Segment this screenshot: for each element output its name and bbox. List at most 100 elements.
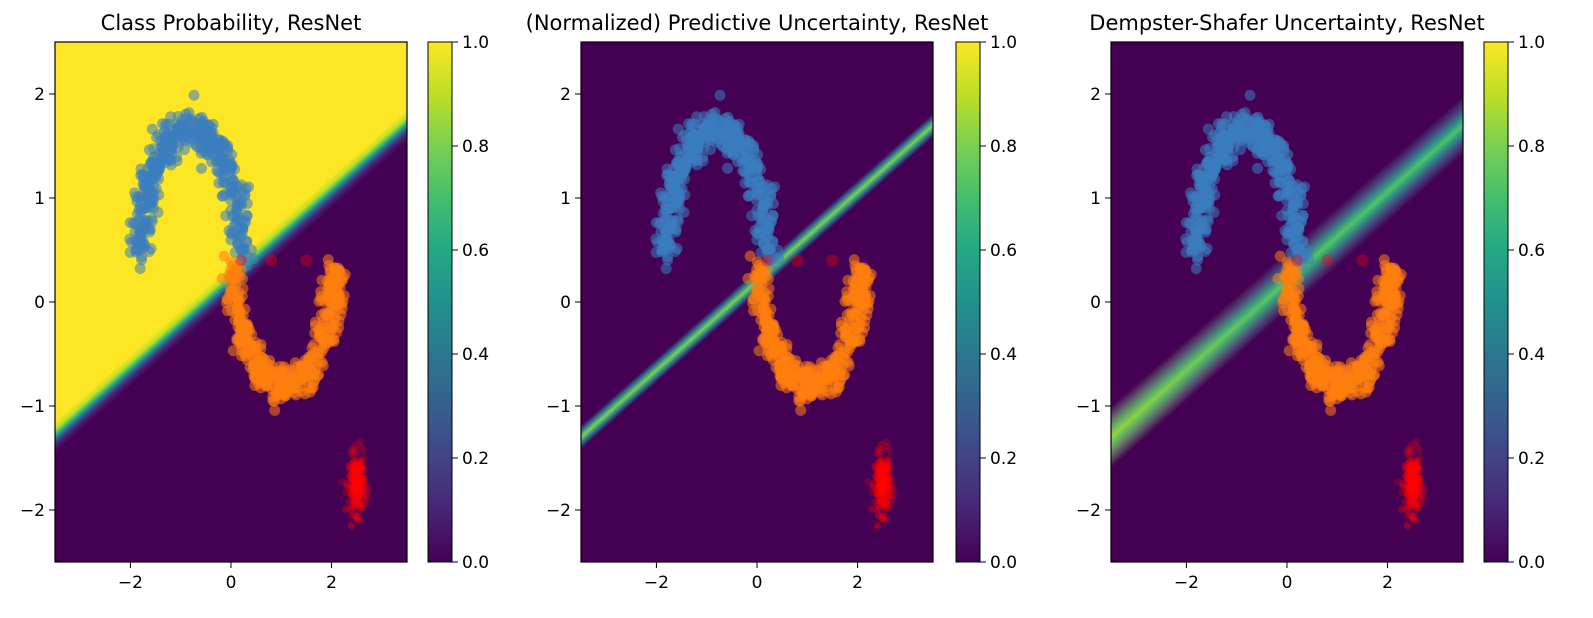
y-tick-label: 1 — [1090, 189, 1101, 209]
scatter-point — [875, 464, 883, 472]
scatter-point — [878, 462, 886, 470]
scatter-point — [874, 512, 882, 520]
scatter-point — [349, 483, 357, 491]
scatter-point — [882, 498, 890, 506]
scatter-point — [875, 482, 883, 490]
scatter-point — [1410, 467, 1418, 475]
scatter-point — [351, 495, 359, 503]
scatter-point — [1404, 468, 1412, 476]
scatter-point — [1404, 477, 1412, 485]
scatter-point — [1190, 225, 1202, 237]
scatter-point — [1383, 283, 1395, 295]
scatter-point — [879, 486, 887, 494]
scatter-point — [1403, 475, 1411, 483]
scatter-point — [1400, 505, 1408, 513]
scatter-point — [359, 447, 367, 455]
scatter-point — [1411, 465, 1419, 473]
scatter-point — [756, 261, 768, 273]
scatter-point — [875, 482, 883, 490]
scatter-point — [880, 481, 888, 489]
scatter-point — [355, 475, 363, 483]
scatter-point — [1409, 488, 1417, 496]
scatter-point — [343, 481, 351, 489]
scatter-point — [874, 477, 882, 485]
scatter-point — [350, 479, 358, 487]
scatter-point — [855, 264, 867, 276]
scatter-point — [348, 447, 356, 455]
scatter-point — [144, 169, 156, 181]
scatter-point — [195, 162, 207, 174]
scatter-point — [875, 468, 883, 476]
scatter-point — [1412, 475, 1420, 483]
colorbar-tick-label: 1.0 — [990, 33, 1017, 53]
scatter-point — [350, 465, 358, 473]
scatter-point — [878, 461, 886, 469]
scatter-point — [1287, 200, 1299, 212]
scatter-point — [351, 480, 359, 488]
scatter-point — [1407, 462, 1415, 470]
scatter-point — [1326, 367, 1338, 379]
scatter-point — [1409, 468, 1417, 476]
scatter-point — [1403, 460, 1411, 468]
scatter-point — [1249, 126, 1261, 138]
scatter-point — [791, 254, 804, 267]
scatter-point — [877, 469, 885, 477]
scatter-point — [349, 482, 357, 490]
scatter-point — [1411, 462, 1419, 470]
scatter-point — [1408, 487, 1416, 495]
scatter-point — [1186, 190, 1198, 202]
scatter-point — [877, 488, 885, 496]
scatter-point — [672, 156, 684, 168]
x-tick-label: −2 — [1174, 573, 1199, 593]
scatter-point — [877, 440, 885, 448]
scatter-point — [875, 494, 883, 502]
scatter-point — [178, 144, 190, 156]
scatter-point — [878, 487, 886, 495]
scatter-point — [880, 473, 888, 481]
scatter-point — [1413, 502, 1421, 510]
scatter-point — [1412, 466, 1420, 474]
scatter-point — [352, 445, 360, 453]
y-tick-label: 1 — [34, 189, 45, 209]
scatter-point — [350, 477, 358, 485]
scatter-point — [351, 488, 359, 496]
scatter-point — [355, 474, 363, 482]
scatter-point — [868, 479, 876, 487]
scatter-point — [356, 476, 364, 484]
scatter-point — [1394, 478, 1402, 486]
scatter-point — [347, 483, 355, 491]
scatter-point — [1409, 501, 1417, 509]
scatter-point — [881, 474, 889, 482]
scatter-point — [697, 155, 709, 167]
scatter-point — [354, 516, 362, 524]
scatter-point — [1417, 474, 1425, 482]
scatter-point — [1275, 176, 1287, 188]
scatter-point — [347, 470, 355, 478]
scatter-point — [880, 460, 888, 468]
scatter-point — [1405, 482, 1413, 490]
scatter-point — [882, 474, 890, 482]
scatter-point — [1285, 247, 1297, 259]
scatter-point — [671, 243, 683, 255]
scatter-point — [1410, 516, 1418, 524]
scatter-point — [352, 467, 360, 475]
scatter-point — [352, 457, 360, 465]
scatter-point — [1404, 475, 1412, 483]
scatter-point — [875, 468, 883, 476]
scatter-point — [880, 487, 888, 495]
scatter-point — [876, 488, 884, 496]
scatter-point — [1412, 465, 1420, 473]
scatter-point — [1411, 483, 1419, 491]
scatter-point — [351, 465, 359, 473]
scatter-point — [357, 465, 365, 473]
scatter-point — [879, 468, 887, 476]
scatter-point — [881, 468, 889, 476]
colorbar-2: 1.0 0.8 0.6 0.4 0.2 0.0 — [955, 33, 1017, 573]
scatter-point — [882, 480, 890, 488]
scatter-point — [1402, 463, 1410, 471]
colorbar-tick-label: 0.6 — [990, 241, 1017, 261]
scatter-point — [1404, 474, 1412, 482]
scatter-point — [353, 460, 361, 468]
scatter-point — [876, 452, 884, 460]
scatter-point — [352, 501, 360, 509]
